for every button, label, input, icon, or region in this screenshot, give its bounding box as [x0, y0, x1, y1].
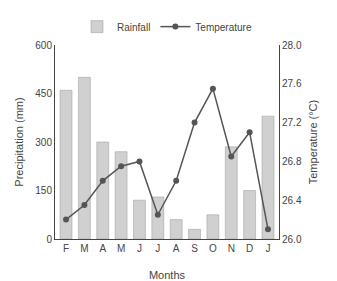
svg-text:Precipitation (mm): Precipitation (mm)	[13, 97, 25, 186]
svg-text:A: A	[99, 243, 106, 254]
svg-text:Temperature (°C): Temperature (°C)	[307, 100, 319, 184]
svg-text:O: O	[209, 243, 217, 254]
svg-text:26.0: 26.0	[282, 234, 302, 245]
svg-text:Rainfall: Rainfall	[117, 22, 150, 33]
svg-text:Temperature: Temperature	[195, 22, 252, 33]
svg-text:300: 300	[35, 137, 52, 148]
svg-text:D: D	[246, 243, 253, 254]
svg-text:A: A	[173, 243, 180, 254]
svg-text:26.4: 26.4	[282, 195, 302, 206]
svg-text:27.2: 27.2	[282, 117, 302, 128]
svg-text:150: 150	[35, 185, 52, 196]
svg-text:S: S	[191, 243, 198, 254]
svg-text:J: J	[155, 243, 160, 254]
svg-text:N: N	[228, 243, 235, 254]
svg-text:26.8: 26.8	[282, 156, 302, 167]
svg-text:J: J	[137, 243, 142, 254]
svg-text:M: M	[80, 243, 88, 254]
svg-text:M: M	[117, 243, 125, 254]
svg-text:0: 0	[46, 234, 52, 245]
svg-text:F: F	[63, 243, 69, 254]
svg-text:450: 450	[35, 88, 52, 99]
svg-text:Months: Months	[149, 269, 186, 281]
svg-text:28.0: 28.0	[282, 40, 302, 51]
svg-text:27.6: 27.6	[282, 78, 302, 89]
svg-text:J: J	[265, 243, 270, 254]
svg-text:600: 600	[35, 40, 52, 51]
